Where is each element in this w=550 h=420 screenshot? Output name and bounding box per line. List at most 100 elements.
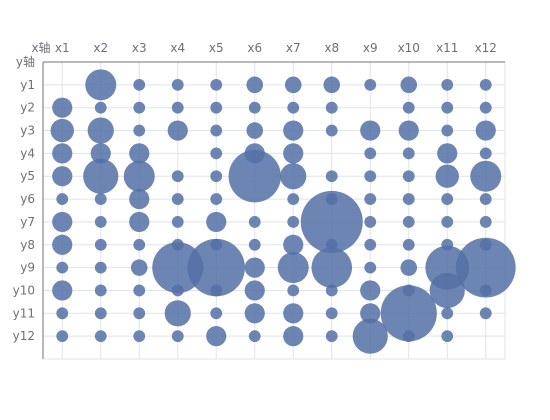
bubble-point[interactable]: [352, 318, 388, 354]
bubble-point[interactable]: [283, 326, 304, 347]
bubble-point[interactable]: [360, 120, 381, 141]
bubble-point[interactable]: [52, 97, 73, 118]
bubble-point[interactable]: [479, 216, 492, 228]
bubble-point[interactable]: [171, 101, 184, 114]
bubble-point[interactable]: [360, 303, 381, 324]
bubble-point[interactable]: [437, 143, 458, 164]
bubble-point[interactable]: [435, 164, 459, 188]
bubble-point[interactable]: [441, 216, 454, 228]
bubble-point[interactable]: [300, 190, 363, 253]
bubble-point[interactable]: [402, 238, 415, 251]
bubble-point[interactable]: [283, 303, 304, 324]
bubble-point[interactable]: [470, 160, 502, 192]
bubble-point[interactable]: [228, 150, 281, 203]
bubble-point[interactable]: [248, 238, 261, 251]
bubble-point[interactable]: [479, 193, 492, 205]
bubble-point[interactable]: [56, 307, 69, 320]
bubble-point[interactable]: [210, 101, 223, 114]
bubble-point[interactable]: [171, 216, 184, 228]
bubble-point[interactable]: [246, 76, 264, 94]
bubble-point[interactable]: [283, 234, 304, 255]
bubble-point[interactable]: [171, 193, 184, 205]
bubble-point[interactable]: [171, 284, 184, 297]
bubble-point[interactable]: [171, 170, 184, 183]
bubble-point[interactable]: [56, 193, 69, 205]
bubble-point[interactable]: [133, 101, 146, 114]
bubble-point[interactable]: [94, 307, 107, 320]
bubble-point[interactable]: [398, 120, 419, 141]
bubble-point[interactable]: [287, 193, 300, 205]
bubble-point[interactable]: [52, 143, 73, 164]
bubble-point[interactable]: [248, 330, 261, 343]
bubble-point[interactable]: [246, 122, 264, 139]
bubble-point[interactable]: [248, 216, 261, 228]
bubble-point[interactable]: [133, 330, 146, 343]
bubble-point[interactable]: [429, 272, 465, 309]
bubble-point[interactable]: [52, 234, 73, 255]
bubble-point[interactable]: [129, 143, 150, 164]
bubble-point[interactable]: [56, 261, 69, 274]
bubble-point[interactable]: [364, 170, 377, 183]
bubble-point[interactable]: [441, 330, 454, 343]
bubble-point[interactable]: [325, 284, 338, 297]
bubble-point[interactable]: [479, 307, 492, 320]
bubble-point[interactable]: [441, 193, 454, 205]
bubble-point[interactable]: [244, 257, 265, 278]
bubble-point[interactable]: [206, 211, 227, 233]
bubble-point[interactable]: [400, 76, 418, 94]
bubble-point[interactable]: [94, 330, 107, 343]
bubble-point[interactable]: [210, 307, 223, 320]
bubble-point[interactable]: [94, 284, 107, 297]
bubble-point[interactable]: [167, 120, 188, 141]
bubble-point[interactable]: [364, 261, 377, 274]
bubble-point[interactable]: [364, 216, 377, 228]
bubble-point[interactable]: [164, 300, 191, 327]
bubble-point[interactable]: [50, 118, 74, 143]
bubble-point[interactable]: [85, 69, 117, 101]
bubble-point[interactable]: [133, 238, 146, 251]
bubble-point[interactable]: [455, 237, 516, 298]
bubble-point[interactable]: [364, 147, 377, 160]
bubble-point[interactable]: [94, 193, 107, 205]
bubble-point[interactable]: [325, 170, 338, 183]
bubble-point[interactable]: [248, 101, 261, 114]
bubble-point[interactable]: [402, 193, 415, 205]
bubble-point[interactable]: [325, 124, 338, 137]
bubble-point[interactable]: [94, 238, 107, 251]
bubble-point[interactable]: [244, 303, 265, 324]
bubble-point[interactable]: [402, 101, 415, 114]
bubble-point[interactable]: [323, 76, 341, 94]
bubble-point[interactable]: [277, 252, 309, 284]
bubble-point[interactable]: [210, 78, 223, 91]
bubble-point[interactable]: [402, 170, 415, 183]
bubble-point[interactable]: [441, 124, 454, 137]
bubble-point[interactable]: [479, 284, 492, 297]
bubble-point[interactable]: [441, 101, 454, 114]
bubble-point[interactable]: [210, 170, 223, 183]
bubble-point[interactable]: [123, 160, 155, 192]
bubble-point[interactable]: [152, 242, 204, 294]
bubble-point[interactable]: [283, 120, 304, 141]
bubble-point[interactable]: [325, 101, 338, 114]
bubble-point[interactable]: [210, 124, 223, 137]
bubble-point[interactable]: [187, 238, 245, 297]
bubble-point[interactable]: [287, 216, 300, 228]
bubble-point[interactable]: [52, 280, 73, 301]
bubble-point[interactable]: [129, 188, 150, 210]
bubble-point[interactable]: [130, 259, 148, 276]
bubble-point[interactable]: [90, 143, 111, 164]
bubble-point[interactable]: [479, 147, 492, 160]
bubble-point[interactable]: [360, 280, 381, 301]
bubble-point[interactable]: [311, 247, 353, 288]
bubble-point[interactable]: [210, 147, 223, 160]
bubble-point[interactable]: [94, 101, 107, 114]
bubble-point[interactable]: [364, 193, 377, 205]
bubble-point[interactable]: [287, 284, 300, 297]
bubble-point[interactable]: [475, 120, 496, 141]
bubble-point[interactable]: [171, 330, 184, 343]
bubble-point[interactable]: [479, 101, 492, 114]
bubble-point[interactable]: [133, 124, 146, 137]
bubble-point[interactable]: [283, 143, 304, 164]
bubble-point[interactable]: [325, 307, 338, 320]
bubble-point[interactable]: [210, 193, 223, 205]
